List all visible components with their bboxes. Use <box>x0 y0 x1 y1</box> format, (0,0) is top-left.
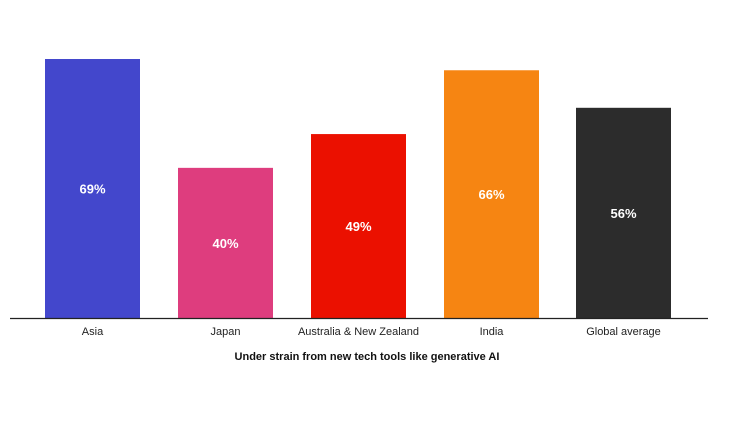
category-label-1: Asia <box>82 326 104 338</box>
bar-value-label-3: 49% <box>345 219 371 234</box>
category-label-2: Japan <box>211 326 241 338</box>
bar-3 <box>311 134 406 318</box>
bar-value-label-1: 69% <box>79 182 105 197</box>
bar-value-label-4: 66% <box>478 187 504 202</box>
bar-value-label-2: 40% <box>212 236 238 251</box>
bar-5 <box>576 107 671 318</box>
category-label-5: Global average <box>586 326 661 338</box>
x-axis-title: Under strain from new tech tools like ge… <box>235 351 500 363</box>
bars-group <box>45 59 671 319</box>
bar-value-label-5: 56% <box>610 206 636 221</box>
category-label-4: India <box>480 326 505 338</box>
data-labels-group: 69% 40% 49% 66% 56% <box>79 182 636 251</box>
bar-1 <box>45 59 140 318</box>
category-labels-group: Asia Japan Australia & New Zealand India Glo… <box>82 326 661 338</box>
bar-2 <box>178 167 273 318</box>
bar-4 <box>444 70 539 319</box>
category-label-3: Australia & New Zealand <box>298 326 419 338</box>
